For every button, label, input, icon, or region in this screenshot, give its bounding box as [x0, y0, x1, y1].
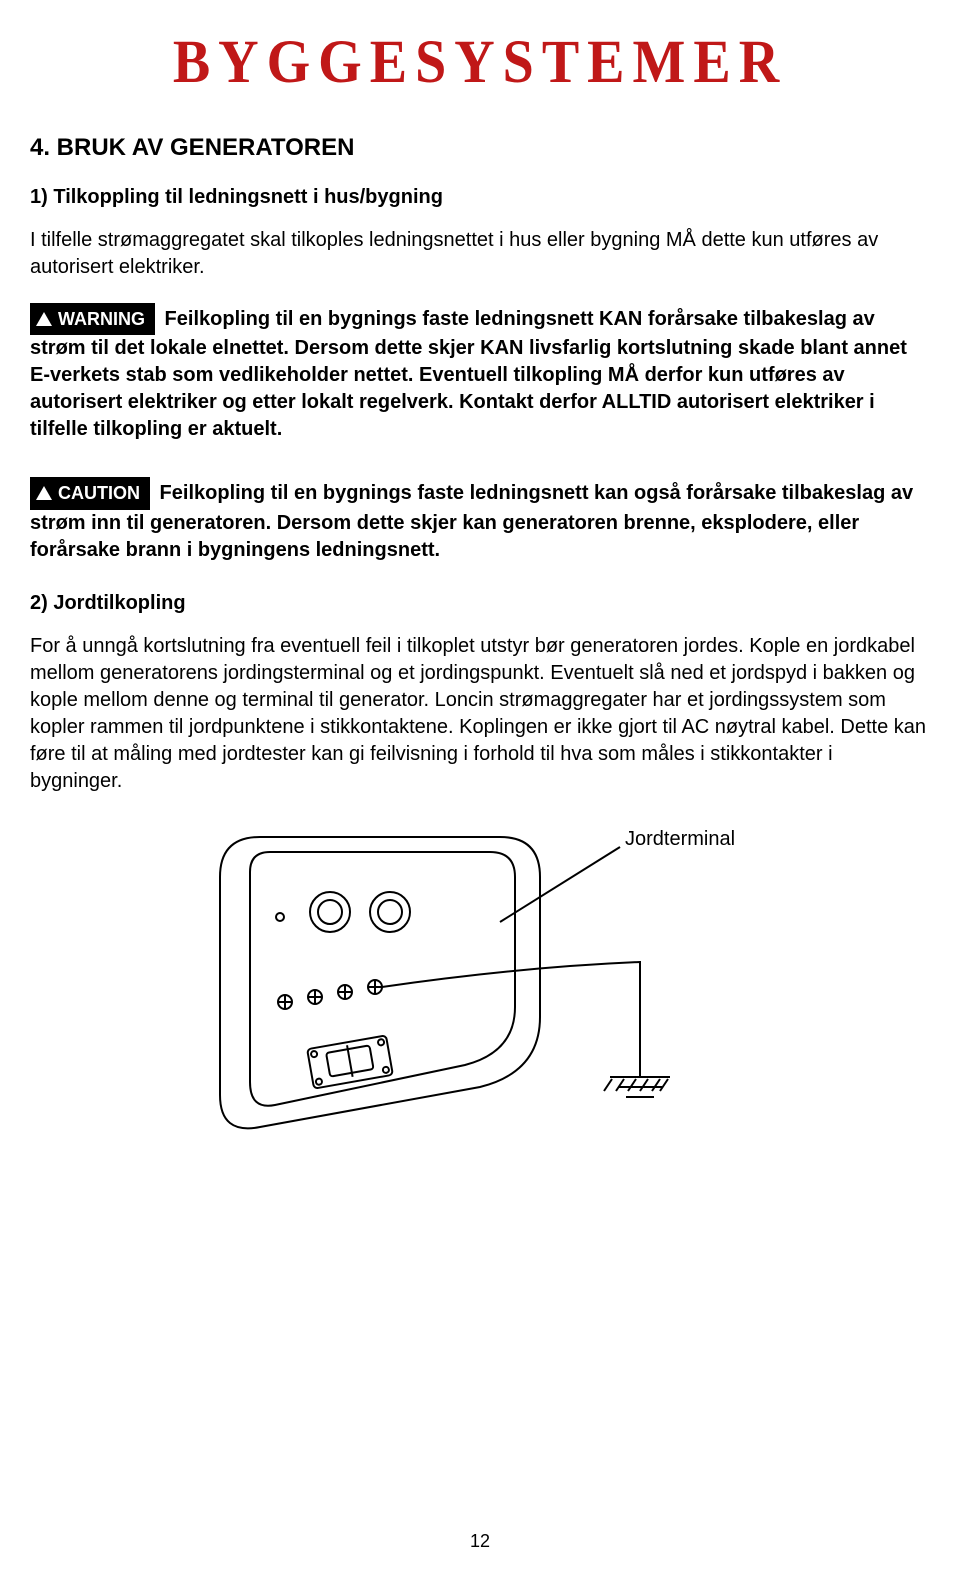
grounding-paragraph: For å unngå kortslutning fra eventuell f… — [30, 633, 930, 795]
intro-paragraph: I tilfelle strømaggregatet skal tilkople… — [30, 227, 930, 281]
page-number: 12 — [0, 1531, 960, 1552]
subsection-1-heading: 1) Tilkoppling til ledningsnett i hus/by… — [30, 186, 930, 209]
caution-triangle-icon — [36, 486, 52, 500]
caution-badge: CAUTION — [30, 477, 150, 509]
warning-text: Feilkopling til en bygnings faste lednin… — [30, 308, 907, 440]
brand-logo-text: BYGGESYSTEMER — [173, 27, 787, 97]
ground-terminal-figure: Jordterminal — [30, 817, 930, 1162]
figure-label-text: Jordterminal — [625, 828, 735, 850]
caution-paragraph: CAUTION Feilkopling til en bygnings fast… — [30, 477, 930, 563]
caution-text: Feilkopling til en bygnings faste lednin… — [30, 482, 913, 560]
warning-badge-label: WARNING — [58, 309, 145, 329]
ground-terminal-illustration: Jordterminal — [200, 817, 760, 1157]
caution-badge-label: CAUTION — [58, 483, 140, 503]
warning-triangle-icon — [36, 312, 52, 326]
subsection-2-heading: 2) Jordtilkopling — [30, 592, 930, 615]
brand-logo: BYGGESYSTEMER — [30, 27, 930, 97]
warning-badge: WARNING — [30, 303, 155, 335]
warning-paragraph: WARNING Feilkopling til en bygnings fast… — [30, 303, 930, 443]
section-heading: 4. BRUK AV GENERATOREN — [30, 134, 930, 162]
